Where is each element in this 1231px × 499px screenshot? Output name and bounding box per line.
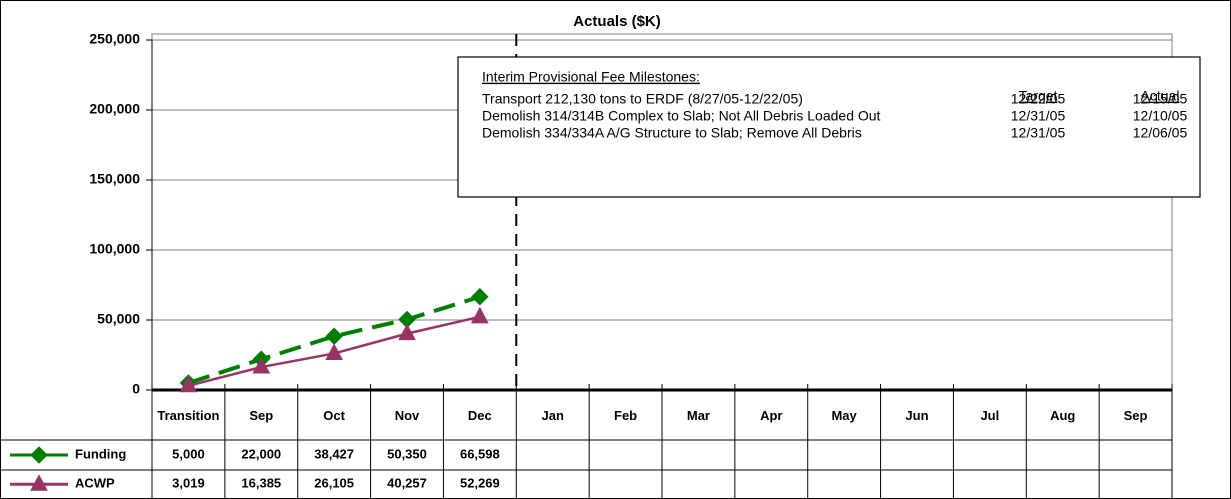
x-tick-label: Oct: [323, 408, 345, 423]
x-tick-label: Sep: [1123, 408, 1148, 423]
data-point: [325, 327, 343, 345]
x-tick-label: Mar: [686, 408, 710, 423]
data-point: [471, 288, 489, 306]
x-tick-label: Sep: [249, 408, 274, 423]
x-tick-label: May: [831, 408, 857, 423]
x-tick-label: Jul: [980, 408, 1000, 423]
annotation-actual: 12/15/05: [1133, 91, 1188, 107]
x-tick-label: Aug: [1050, 408, 1076, 423]
data-point: [252, 356, 271, 374]
table-value: 66,598: [460, 446, 500, 461]
table-value: 3,019: [172, 476, 205, 491]
annotation-column: Target: [1019, 88, 1058, 104]
table-value: 50,350: [387, 446, 427, 461]
data-point: [179, 375, 198, 393]
y-tick-label: 100,000: [89, 241, 140, 257]
x-tick-label: Dec: [467, 408, 492, 423]
table-value: 40,257: [387, 476, 427, 491]
legend-marker: [30, 446, 48, 464]
table-value: 22,000: [241, 446, 281, 461]
annotation-task: Transport 212,130 tons to ERDF (8/27/05-…: [482, 91, 803, 107]
annotation-actual: 12/10/05: [1133, 108, 1188, 124]
x-tick-label: Transition: [157, 408, 220, 423]
annotation-target: 12/31/05: [1011, 108, 1066, 124]
y-tick-label: 200,000: [89, 101, 140, 117]
annotation-target: 12/22/05: [1011, 91, 1066, 107]
x-tick-label: Feb: [614, 408, 638, 423]
x-tick-label: Jan: [541, 408, 564, 423]
annotation-box: [457, 56, 1201, 198]
legend-label: Funding: [75, 446, 126, 461]
annotation-task: Demolish 314/314B Complex to Slab; Not A…: [482, 108, 881, 124]
y-tick-label: 250,000: [89, 31, 140, 47]
table-value: 26,105: [314, 476, 354, 491]
x-tick-label: Nov: [394, 408, 420, 423]
table-value: 16,385: [241, 476, 281, 491]
data-point: [398, 323, 416, 341]
data-point: [471, 306, 489, 324]
annotation-actual: 12/06/05: [1133, 125, 1188, 141]
legend-marker: [30, 474, 48, 491]
y-tick-label: 0: [132, 381, 140, 397]
annotation-title: Interim Provisional Fee Milestones:: [482, 69, 700, 85]
x-tick-label: Apr: [760, 408, 783, 423]
annotation-task: Demolish 334/334A A/G Structure to Slab;…: [482, 125, 862, 141]
table-value: 38,427: [314, 446, 354, 461]
table-value: 5,000: [172, 446, 205, 461]
annotation-target: 12/31/05: [1011, 125, 1066, 141]
chart-title: Actuals ($K): [573, 13, 661, 30]
series-line: [187, 294, 481, 385]
x-tick-label: Jun: [905, 408, 929, 423]
table-value: 52,269: [460, 476, 500, 491]
data-point: [325, 343, 343, 360]
annotation-column: Actual: [1141, 88, 1180, 104]
y-tick-label: 150,000: [89, 171, 140, 187]
y-tick-label: 50,000: [97, 311, 140, 327]
legend-label: ACWP: [75, 476, 115, 491]
